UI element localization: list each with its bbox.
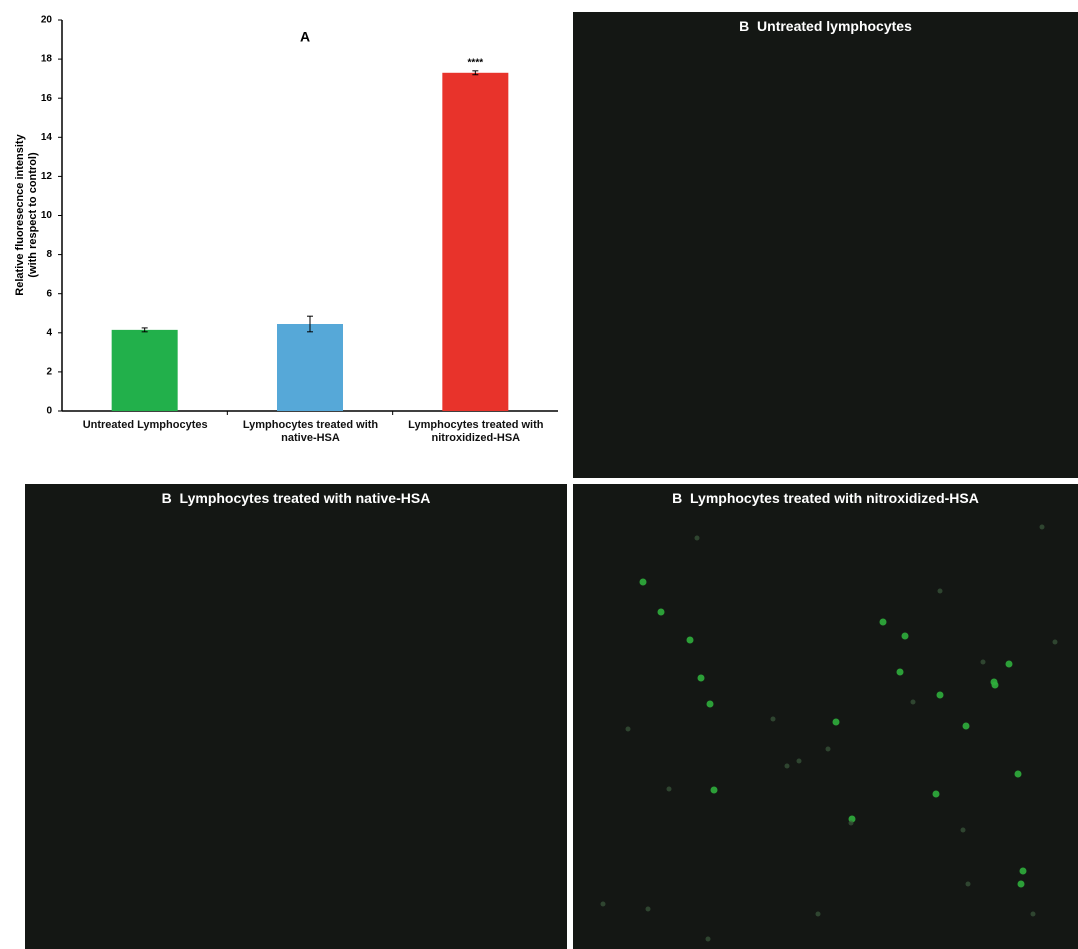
- cell-faint: [965, 881, 971, 887]
- cell: [706, 700, 714, 708]
- cell: [879, 618, 887, 626]
- cell-faint: [1052, 639, 1058, 645]
- cell-faint: [645, 906, 651, 912]
- y-tick-label: 10: [41, 210, 53, 221]
- error-bar: [141, 327, 148, 333]
- y-tick-label: 16: [41, 93, 53, 104]
- cell: [657, 608, 665, 616]
- error-bar: [307, 315, 313, 333]
- chart: A Relative fluoresecnce intensity (with …: [14, 15, 558, 417]
- cell: [686, 636, 694, 644]
- cells: [600, 524, 1058, 942]
- cell-faint: [1039, 524, 1045, 530]
- cell-faint: [825, 746, 831, 752]
- x-tick-label: Untreated Lymphocytes: [82, 419, 208, 431]
- cell-faint: [937, 588, 943, 594]
- cell-faint: [694, 535, 700, 541]
- y-tick-label: 6: [46, 288, 52, 299]
- error-bar: [472, 70, 479, 76]
- y-tick-label: 12: [41, 171, 53, 182]
- cell: [1017, 880, 1025, 888]
- bar: [277, 324, 343, 411]
- cell-faint: [1030, 911, 1036, 917]
- cell: [962, 722, 970, 730]
- y-tick-label: 14: [41, 132, 53, 143]
- cell: [1005, 660, 1013, 668]
- cell: [901, 632, 909, 640]
- cell-faint: [910, 699, 916, 705]
- significance-label: ****: [468, 57, 484, 68]
- bar: [442, 72, 509, 411]
- y-tick-label: 18: [41, 54, 53, 65]
- micrograph: B Lymphocytes treated with native-HSA: [25, 484, 567, 949]
- cell-faint: [960, 827, 966, 833]
- cell: [1019, 867, 1027, 875]
- cell: [1014, 770, 1022, 778]
- y-axis-label-line: (with respect to control): [27, 152, 39, 278]
- chart-title: A: [300, 29, 310, 45]
- cell: [936, 691, 944, 699]
- micrograph: B Untreated lymphocytes: [573, 12, 1078, 478]
- panel-title: B Lymphocytes treated with native-HSA: [161, 490, 431, 506]
- y-tick-label: 4: [46, 327, 52, 338]
- panel-title: B Lymphocytes treated with nitroxidized-…: [672, 490, 979, 506]
- cell: [710, 786, 718, 794]
- panel-title: B Untreated lymphocytes: [739, 18, 912, 34]
- cell: [639, 578, 647, 586]
- cell-faint: [784, 763, 790, 769]
- cell-faint: [705, 936, 711, 942]
- x-tick-label: Lymphocytes treated with nitroxidized-HS…: [408, 419, 544, 444]
- y-tick-label: 8: [46, 249, 52, 260]
- cell: [832, 718, 840, 726]
- cell: [896, 668, 904, 676]
- cell-faint: [625, 726, 631, 732]
- cell-faint: [666, 786, 672, 792]
- y-axis-label: Relative fluoresecnce intensity (with re…: [14, 133, 39, 295]
- cell-faint: [815, 911, 821, 917]
- cell-faint: [600, 901, 606, 907]
- cell-faint: [796, 758, 802, 764]
- cell: [932, 790, 940, 798]
- x-tick-label: Lymphocytes treated with native-HSA: [242, 419, 379, 444]
- bar: [111, 329, 178, 411]
- cell: [991, 681, 999, 689]
- cell-faint: [848, 820, 854, 826]
- y-tick-label: 0: [46, 406, 52, 417]
- y-tick-label: 20: [41, 15, 53, 26]
- cell: [697, 674, 705, 682]
- cell-faint: [980, 659, 986, 665]
- y-axis-label-line: Relative fluoresecnce intensity: [14, 133, 26, 295]
- cell-faint: [770, 716, 776, 722]
- y-tick-label: 2: [46, 367, 52, 378]
- micrograph: B Lymphocytes treated with nitroxidized-…: [573, 484, 1078, 949]
